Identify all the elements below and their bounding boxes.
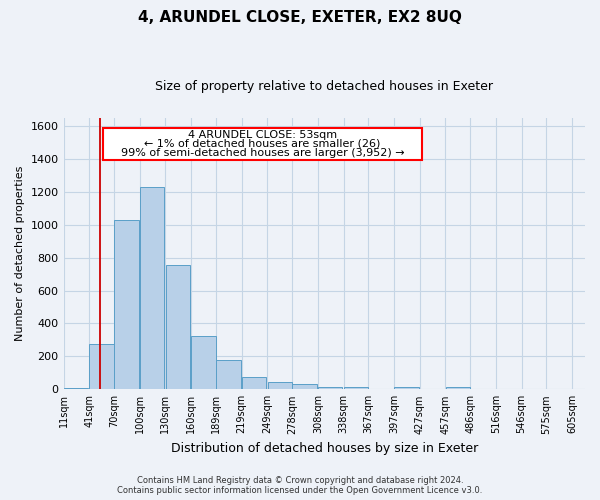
Bar: [446, 388, 470, 390]
Bar: [344, 388, 368, 390]
Text: 4 ARUNDEL CLOSE: 53sqm: 4 ARUNDEL CLOSE: 53sqm: [188, 130, 337, 140]
Bar: [64, 388, 88, 390]
Bar: [292, 384, 317, 390]
Title: Size of property relative to detached houses in Exeter: Size of property relative to detached ho…: [155, 80, 493, 93]
Bar: [191, 336, 216, 390]
FancyBboxPatch shape: [103, 128, 422, 160]
Text: Contains HM Land Registry data © Crown copyright and database right 2024.
Contai: Contains HM Land Registry data © Crown c…: [118, 476, 482, 495]
Y-axis label: Number of detached properties: Number of detached properties: [15, 166, 25, 341]
Bar: [242, 377, 266, 390]
Text: 99% of semi-detached houses are larger (3,952) →: 99% of semi-detached houses are larger (…: [121, 148, 404, 158]
Text: ← 1% of detached houses are smaller (26): ← 1% of detached houses are smaller (26): [145, 138, 381, 148]
Bar: [140, 187, 164, 390]
Bar: [394, 388, 419, 390]
Bar: [114, 220, 139, 390]
Bar: [216, 360, 241, 390]
Bar: [268, 382, 292, 390]
Bar: [166, 265, 190, 390]
Bar: [89, 344, 114, 390]
X-axis label: Distribution of detached houses by size in Exeter: Distribution of detached houses by size …: [170, 442, 478, 455]
Text: 4, ARUNDEL CLOSE, EXETER, EX2 8UQ: 4, ARUNDEL CLOSE, EXETER, EX2 8UQ: [138, 10, 462, 25]
Bar: [318, 387, 343, 390]
